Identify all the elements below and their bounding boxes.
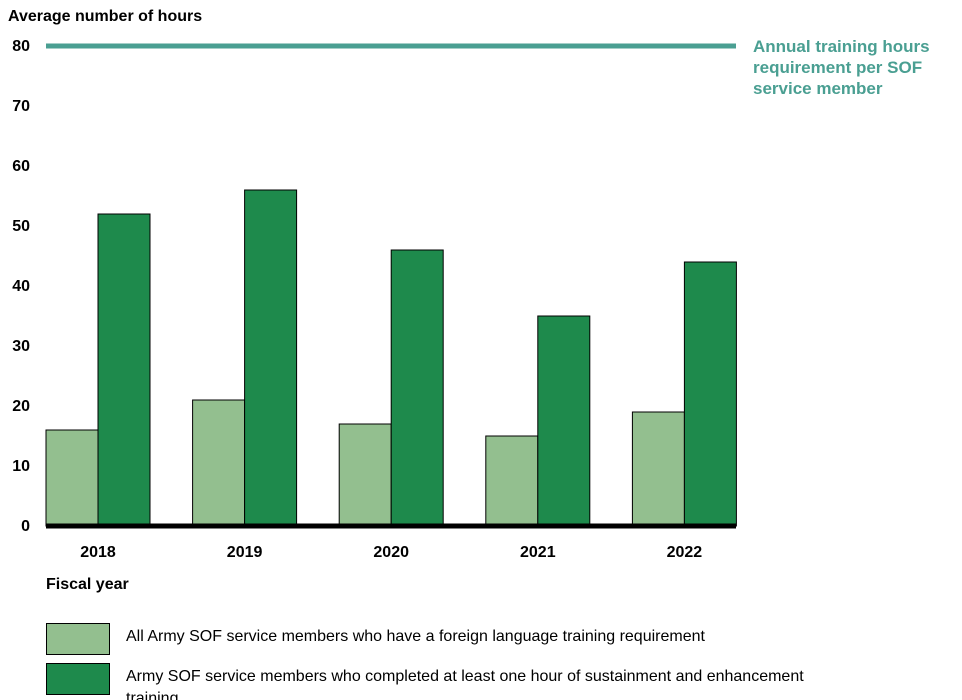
y-tick-label: 70 — [12, 98, 30, 115]
bar — [390, 249, 444, 527]
y-tick-label: 0 — [21, 518, 30, 535]
bar — [45, 429, 99, 527]
bar — [97, 213, 151, 527]
x-axis-label: Fiscal year — [46, 576, 129, 593]
legend-label: Army SOF service members who completed a… — [126, 668, 804, 700]
bar — [683, 261, 737, 527]
bar — [244, 189, 298, 527]
bar — [485, 435, 539, 527]
y-tick-label: 60 — [12, 158, 30, 175]
x-tick-label: 2021 — [520, 544, 556, 561]
y-tick-label: 80 — [12, 38, 30, 55]
x-tick-label: 2022 — [667, 544, 703, 561]
bar — [192, 399, 246, 527]
bar — [338, 423, 392, 527]
legend-entry: Army SOF service members who completed a… — [46, 663, 846, 700]
y-tick-label: 40 — [12, 278, 30, 295]
y-tick-label: 50 — [12, 218, 30, 235]
y-tick-label: 20 — [12, 398, 30, 415]
y-axis-label: Average number of hours — [8, 8, 202, 25]
legend-label: All Army SOF service members who have a … — [126, 628, 705, 645]
y-tick-label: 10 — [12, 458, 30, 475]
reference-annotation: Annual training hours requirement per SO… — [753, 37, 930, 98]
legend-entry: All Army SOF service members who have a … — [46, 623, 846, 655]
bar — [631, 411, 685, 527]
x-tick-label: 2020 — [373, 544, 409, 561]
x-tick-label: 2018 — [80, 544, 116, 561]
bar — [537, 315, 591, 527]
legend-swatch — [46, 623, 110, 655]
y-tick-label: 30 — [12, 338, 30, 355]
legend-swatch — [46, 663, 110, 695]
x-tick-label: 2019 — [227, 544, 263, 561]
